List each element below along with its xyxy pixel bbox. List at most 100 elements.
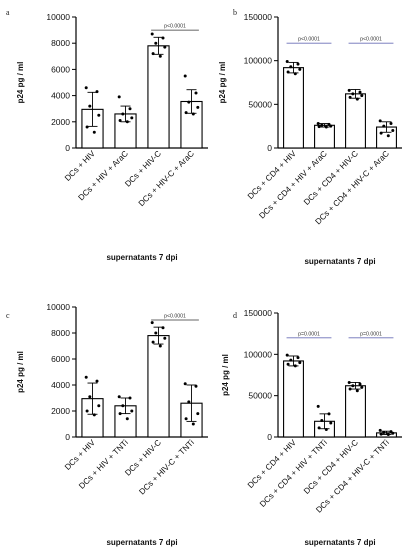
x-category-label: DCs + HIV-C + AraC	[137, 149, 196, 208]
y-tick-label: 100000	[244, 349, 273, 359]
y-tick-label: 8000	[51, 328, 70, 338]
data-point	[289, 358, 293, 362]
x-axis-title: supernatants 7 dpi	[304, 538, 375, 547]
data-point	[121, 112, 125, 116]
data-point	[187, 400, 191, 404]
y-tick-label: 0	[65, 432, 70, 442]
data-point	[183, 382, 187, 386]
data-point	[128, 396, 132, 400]
data-point	[161, 36, 165, 40]
data-point	[351, 92, 355, 96]
data-point	[84, 375, 88, 379]
data-point	[320, 418, 324, 422]
data-point	[196, 412, 200, 416]
data-point	[97, 404, 101, 408]
data-point	[386, 134, 390, 138]
y-tick-label: 6000	[51, 64, 70, 74]
p-value-label: p<0.0001	[298, 37, 320, 43]
x-category-label: DCs + HIV-C + TNTi	[137, 438, 196, 497]
chart-panel-d: d 0 50000 100000 150000 p24 pg / ml DCs + CD4 …	[221, 308, 402, 547]
data-point	[298, 67, 302, 71]
p-value-label: p=0.0001	[298, 331, 320, 337]
data-point	[379, 432, 383, 436]
x-axis-title: supernatants 7 dpi	[106, 538, 177, 547]
data-point	[85, 125, 89, 129]
chart-panel-b: b 0 50000 100000 150000 p24 pg / ml DCs + CD4 …	[218, 8, 402, 266]
y-tick-label: 10000	[46, 12, 70, 22]
y-tick-label: 150000	[244, 12, 273, 22]
data-point	[289, 65, 293, 69]
panel-letter: b	[233, 8, 237, 17]
y-axis-title: p24 pg / ml	[221, 354, 230, 396]
data-point	[88, 395, 92, 399]
bar	[147, 335, 170, 438]
data-point	[379, 131, 383, 135]
data-point	[317, 125, 321, 129]
data-point	[88, 104, 92, 108]
p-value-label: p<0.0001	[164, 24, 186, 30]
x-category-label: DCs + HIV	[63, 149, 97, 183]
p-value-label: p<0.0001	[360, 37, 382, 43]
bar	[283, 67, 304, 149]
data-point	[293, 72, 297, 76]
data-point	[316, 404, 320, 408]
panel-letter: a	[6, 8, 10, 17]
data-point	[298, 361, 302, 365]
data-point	[191, 112, 195, 116]
data-point	[97, 113, 101, 117]
x-category-label: DCs + HIV	[63, 438, 97, 472]
data-point	[117, 395, 121, 399]
panel-letter: d	[233, 311, 237, 320]
data-point	[118, 118, 122, 122]
p-value-label: p=0.0001	[360, 331, 382, 337]
x-category-label: DCs + CD4 + HIV-C	[302, 438, 360, 496]
y-tick-label: 4000	[51, 380, 70, 390]
data-point	[187, 100, 191, 104]
y-tick-label: 8000	[51, 38, 70, 48]
data-point	[285, 60, 289, 64]
data-point	[389, 122, 393, 126]
data-point	[130, 409, 134, 413]
y-tick-label: 6000	[51, 354, 70, 364]
bar	[314, 124, 335, 149]
data-point	[324, 125, 328, 129]
data-point	[194, 91, 198, 95]
data-point	[285, 353, 289, 357]
data-point	[161, 326, 165, 330]
panel-letter: c	[6, 311, 10, 320]
y-tick-label: 0	[267, 143, 272, 153]
data-point	[320, 123, 324, 127]
data-point	[196, 105, 200, 109]
data-point	[360, 385, 364, 389]
data-point	[355, 389, 359, 393]
data-point	[191, 422, 195, 426]
data-point	[151, 340, 155, 344]
p-value-label: p<0.0001	[164, 314, 186, 320]
data-point	[382, 430, 386, 434]
data-point	[121, 404, 125, 408]
bar	[345, 93, 366, 149]
y-tick-label: 4000	[51, 91, 70, 101]
data-point	[358, 90, 362, 94]
y-axis-title: p24 pg / ml	[16, 351, 25, 393]
bar	[345, 385, 366, 438]
data-point	[95, 90, 99, 94]
data-point	[347, 88, 351, 92]
y-tick-label: 100000	[244, 56, 273, 66]
data-point	[92, 413, 96, 417]
data-point	[296, 356, 300, 360]
data-point	[84, 86, 88, 90]
data-point	[324, 428, 328, 432]
data-point	[348, 95, 352, 99]
data-point	[92, 130, 96, 134]
data-point	[358, 382, 362, 386]
data-point	[391, 129, 395, 133]
data-point	[158, 54, 162, 58]
y-tick-label: 50000	[248, 99, 272, 109]
data-point	[382, 124, 386, 128]
data-point	[154, 331, 158, 335]
y-axis-title: p24 pg / ml	[218, 62, 227, 104]
data-point	[378, 428, 382, 432]
data-point	[154, 41, 158, 45]
